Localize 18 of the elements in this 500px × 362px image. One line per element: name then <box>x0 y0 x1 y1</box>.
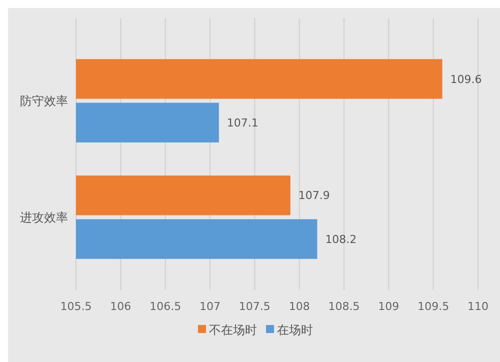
x-tick-label: 109.5 <box>418 300 450 313</box>
x-tick-label: 108.5 <box>328 300 360 313</box>
x-tick-label: 106 <box>110 300 132 313</box>
legend-label: 不在场时 <box>209 323 257 338</box>
x-tick-label: 106.5 <box>150 300 182 313</box>
x-tick-label: 110 <box>468 300 488 313</box>
y-tick-label: 进攻效率 <box>20 210 68 224</box>
legend-label: 在场时 <box>277 323 313 338</box>
y-tick-label: 防守效率 <box>20 94 68 108</box>
data-label: 107.1 <box>226 116 258 130</box>
data-label: 107.9 <box>298 189 330 202</box>
x-tick-label: 107.5 <box>238 300 270 313</box>
x-tick-label: 109 <box>378 300 400 313</box>
x-tick-label: 107 <box>200 300 220 313</box>
data-label: 109.6 <box>450 72 482 86</box>
x-tick-label: 108 <box>288 300 310 313</box>
data-label: 108.2 <box>325 232 357 246</box>
x-tick-label: 105.5 <box>60 300 92 313</box>
